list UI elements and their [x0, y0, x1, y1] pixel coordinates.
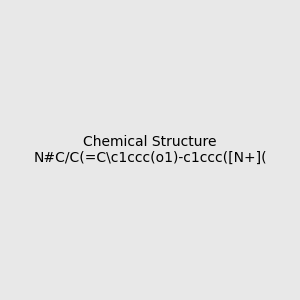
Text: Chemical Structure
N#C/C(=C\c1ccc(o1)-c1ccc([N+](: Chemical Structure N#C/C(=C\c1ccc(o1)-c1… [33, 135, 267, 165]
